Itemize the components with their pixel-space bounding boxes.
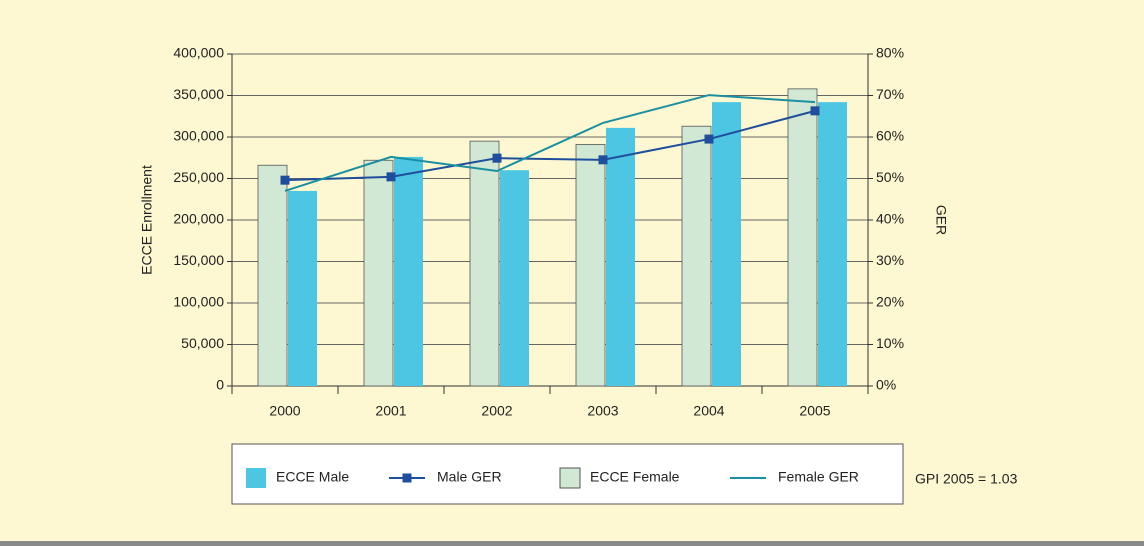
legend-swatch	[559, 467, 581, 489]
marker	[386, 172, 396, 182]
y2-tick-label: 60%	[876, 128, 904, 144]
y2-tick-label: 20%	[876, 294, 904, 310]
y-axis-label: ECCE Enrollment	[139, 165, 155, 275]
bar	[606, 127, 635, 387]
y-tick-label: 350,000	[173, 86, 224, 102]
marker	[492, 153, 502, 163]
line	[284, 109, 816, 182]
bar	[712, 102, 741, 386]
legend-label: ECCE Male	[276, 469, 349, 485]
line	[284, 94, 816, 192]
legend-swatch	[246, 468, 266, 488]
y-tick-label: 0	[216, 377, 224, 393]
y-tick-label: 250,000	[173, 169, 224, 185]
x-tick-label: 2001	[375, 403, 406, 419]
y2-tick-label: 40%	[876, 211, 904, 227]
y2-tick-label: 50%	[876, 169, 904, 185]
bar	[288, 190, 317, 386]
y2-tick-label: 70%	[876, 86, 904, 102]
bar	[394, 156, 423, 386]
x-tick-label: 2000	[269, 403, 300, 419]
marker	[810, 106, 820, 116]
bottom-rule	[0, 541, 1144, 546]
bar	[681, 125, 712, 387]
y-tick-label: 200,000	[173, 211, 224, 227]
x-tick-label: 2002	[481, 403, 512, 419]
bar	[818, 102, 847, 386]
y-tick-label: 150,000	[173, 252, 224, 268]
y-tick-label: 100,000	[173, 294, 224, 310]
marker	[598, 155, 608, 165]
y2-tick-label: 30%	[876, 252, 904, 268]
marker	[280, 175, 290, 185]
y2-tick-label: 10%	[876, 335, 904, 351]
y2-axis-label: GER	[933, 205, 949, 235]
x-tick-label: 2004	[693, 403, 724, 419]
bar	[469, 140, 500, 387]
y-tick-label: 50,000	[181, 335, 224, 351]
x-tick-label: 2005	[799, 403, 830, 419]
bar	[257, 164, 288, 387]
marker	[704, 134, 714, 144]
y2-tick-label: 0%	[876, 377, 896, 393]
bar	[787, 88, 818, 387]
y2-tick-label: 80%	[876, 45, 904, 61]
y-tick-label: 300,000	[173, 128, 224, 144]
y-tick-label: 400,000	[173, 45, 224, 61]
bar	[500, 170, 529, 386]
bar	[575, 144, 606, 387]
legend-marker	[402, 473, 412, 483]
bar	[363, 159, 394, 387]
legend-label: ECCE Female	[590, 469, 680, 485]
x-tick-label: 2003	[587, 403, 618, 419]
legend-label: Male GER	[437, 469, 502, 485]
legend-label: Female GER	[778, 469, 859, 485]
annotation: GPI 2005 = 1.03	[915, 471, 1018, 487]
